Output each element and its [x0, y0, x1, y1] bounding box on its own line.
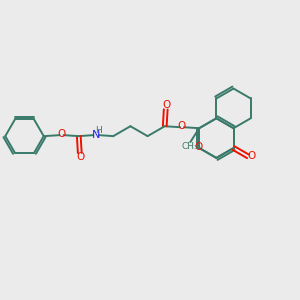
Text: O: O	[163, 100, 171, 110]
Text: O: O	[57, 129, 66, 139]
Text: O: O	[76, 152, 85, 162]
Text: CH₃: CH₃	[182, 142, 199, 151]
Text: H: H	[94, 126, 101, 135]
Text: O: O	[194, 142, 202, 152]
Text: O: O	[247, 152, 255, 161]
Text: N: N	[92, 130, 100, 140]
Text: O: O	[178, 121, 186, 131]
